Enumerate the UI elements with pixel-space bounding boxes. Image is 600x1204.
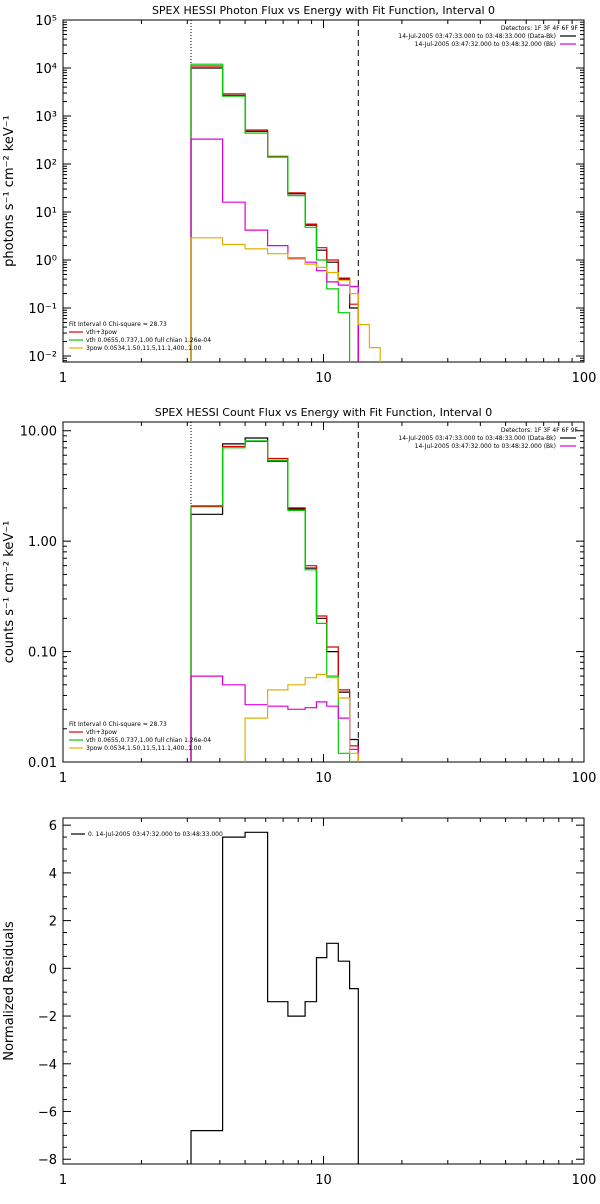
x-tick-label: 1	[59, 371, 67, 386]
x-tick-label: 1	[59, 1173, 67, 1188]
y-tick-label: −6	[38, 1106, 57, 1121]
series-line-gold	[190, 237, 381, 362]
x-tick-label: 100	[572, 371, 597, 386]
chart-title: SPEX HESSI Count Flux vs Energy with Fit…	[155, 406, 492, 419]
y-tick-label: 0.01	[28, 756, 57, 771]
fit-legend-title: Fit Interval 0 Chi-square = 28.73	[69, 321, 167, 328]
series-group	[190, 437, 359, 762]
x-tick-label: 100	[572, 1173, 597, 1188]
y-tick-label: −4	[38, 1058, 57, 1073]
series-line-red	[190, 65, 359, 362]
series-line-gold	[244, 673, 359, 762]
info-line: 14-Jul-2005 03:47:32.000 to 03:48:32.000…	[415, 41, 556, 48]
plot-frame	[62, 19, 585, 363]
y-tick-label: 2	[49, 915, 57, 930]
fit-legend-title: Fit Interval 0 Chi-square = 28.73	[69, 721, 167, 728]
legend-entry: vth+3pow	[86, 329, 117, 336]
info-line: 14-Jul-2005 03:47:33.000 to 03:48:33.000…	[398, 435, 556, 442]
y-tick-label: 10⁴	[35, 62, 57, 77]
series-line-magenta	[190, 138, 359, 362]
series-group	[190, 831, 359, 1164]
legend-entry: 0. 14-Jul-2005 03:47:32.000 to 03:48:33.…	[88, 831, 223, 838]
series-group	[190, 63, 381, 362]
y-tick-label: 10²	[35, 158, 57, 173]
info-line: 14-Jul-2005 03:47:33.000 to 03:48:33.000…	[398, 33, 556, 40]
legend-entry: 3pow 0.0534,1.50,11.5,11.1,400.,1.00	[86, 745, 202, 752]
y-tick-label: 10³	[35, 110, 57, 125]
y-tick-label: 0	[49, 962, 57, 977]
plot-frame	[62, 817, 585, 1165]
y-tick-label: 10⁻²	[28, 350, 57, 365]
y-tick-label: 4	[49, 867, 57, 882]
chart-panel-0: SPEX HESSI Photon Flux vs Energy with Fi…	[2, 4, 596, 386]
y-ticks	[63, 430, 584, 763]
x-tick-label: 10	[315, 1173, 332, 1188]
x-ticks	[62, 422, 573, 762]
y-axis-label: counts s⁻¹ cm⁻² keV⁻¹	[2, 521, 17, 664]
residual-legend: 0. 14-Jul-2005 03:47:32.000 to 03:48:33.…	[71, 831, 223, 838]
y-tick-label: −2	[38, 1010, 57, 1025]
plot-frame	[62, 421, 585, 763]
series-line-black	[190, 831, 359, 1164]
y-tick-label: −8	[38, 1153, 57, 1168]
y-tick-label: 1.00	[28, 535, 57, 550]
legend-entry: 3pow 0.0534,1.50,11.5,11.1,400.,1.00	[86, 345, 202, 352]
y-tick-label: 10⁻¹	[28, 302, 57, 317]
series-line-red	[190, 440, 359, 762]
y-tick-label: 0.10	[28, 646, 57, 661]
x-tick-label: 100	[572, 771, 597, 786]
legend-entry: vth+3pow	[86, 729, 117, 736]
y-tick-label: 6	[49, 819, 57, 834]
y-tick-label: 10⁵	[35, 14, 57, 29]
x-tick-label: 10	[315, 371, 332, 386]
series-line-black	[190, 67, 359, 362]
info-line: Detectors: 1F 3F 4F 6F 9F	[501, 25, 579, 32]
y-tick-label: 10¹	[35, 206, 57, 221]
x-tick-label: 1	[59, 771, 67, 786]
chart-title: SPEX HESSI Photon Flux vs Energy with Fi…	[152, 4, 495, 17]
y-ticks	[63, 824, 584, 1160]
x-tick-label: 10	[315, 771, 332, 786]
y-axis-label: Normalized Residuals	[2, 921, 17, 1061]
y-axis-label: photons s⁻¹ cm⁻² keV⁻¹	[2, 115, 17, 267]
y-tick-label: 10.00	[20, 425, 57, 440]
chart-panel-1: SPEX HESSI Count Flux vs Energy with Fit…	[2, 406, 597, 786]
legend-entry: vth 0.0655,0.737,1.00 full chian 1.26e-0…	[86, 737, 211, 744]
chart-panel-2: Normalized Residuals 1 10 100 −8 −6 −4 −2 0 2 4 6 0.…	[2, 817, 597, 1188]
fit-legend: Fit Interval 0 Chi-square = 28.73vth+3po…	[69, 721, 211, 752]
x-ticks	[62, 818, 573, 1164]
info-line: Detectors: 1F 3F 4F 6F 9F	[501, 427, 579, 434]
fit-legend: Fit Interval 0 Chi-square = 28.73vth+3po…	[69, 321, 211, 352]
info-line: 14-Jul-2005 03:47:32.000 to 03:48:32.000…	[415, 443, 556, 450]
series-line-green	[190, 440, 351, 762]
legend-entry: vth 0.0655,0.737,1.00 full chian 1.26e-0…	[86, 337, 211, 344]
series-line-green	[190, 63, 351, 362]
y-ticks	[63, 19, 584, 362]
y-tick-label: 10⁰	[35, 254, 57, 269]
series-line-black	[190, 437, 359, 762]
series-line-magenta	[190, 675, 359, 762]
x-ticks	[62, 20, 573, 362]
